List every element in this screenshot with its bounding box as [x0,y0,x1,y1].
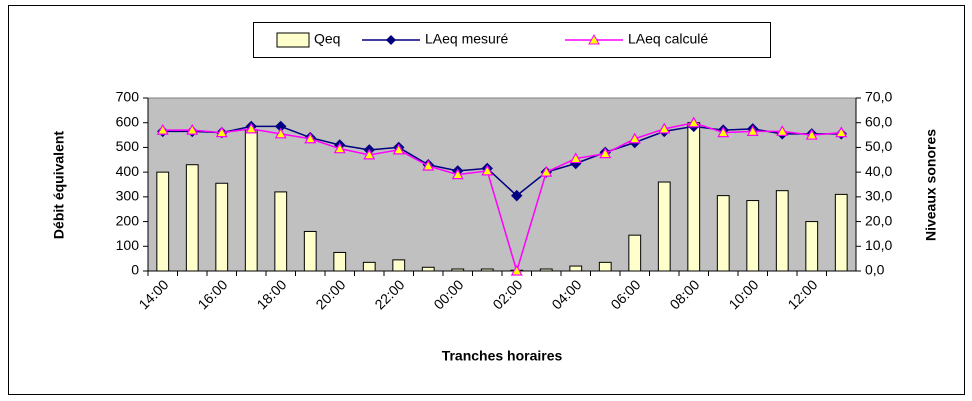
y2-tick-label: 70,0 [865,89,892,105]
bar [392,259,406,272]
bar [598,261,612,272]
marker-triangle [156,123,169,135]
marker-triangle [333,142,346,154]
bar [775,190,789,272]
bar [303,230,317,272]
marker-triangle [599,147,612,159]
bar [657,181,671,272]
bar [421,266,435,272]
legend-label: LAeq mesuré [425,31,508,47]
y2-axis-label: Niveaux sonores [923,129,939,241]
marker-triangle [805,128,818,140]
y2-tick-label: 30,0 [865,188,892,204]
marker-triangle [215,126,228,138]
y-tick-label: 100 [116,237,140,253]
bar [333,251,347,272]
bar [185,164,199,272]
marker-triangle [274,127,287,139]
bar [274,191,288,272]
bar [215,182,229,272]
bar [628,234,642,272]
bar [746,200,760,272]
marker-triangle [186,123,199,135]
y-tick-label: 300 [116,188,140,204]
marker-triangle [392,143,405,155]
bar [539,268,553,272]
y-tick-label: 400 [116,163,140,179]
bar [805,221,819,272]
marker-triangle [510,264,523,276]
legend-label: Qeq [314,31,340,47]
bar [687,122,701,272]
y-tick-label: 200 [116,212,140,228]
marker-triangle [245,122,258,134]
y2-tick-label: 20,0 [865,212,892,228]
bar [716,195,730,272]
marker-triangle [687,116,700,128]
marker-triangle [776,125,789,136]
y-axis-label: Débit équivalent [51,131,67,239]
marker-triangle [658,122,671,134]
bar [834,193,848,272]
y2-tick-label: 10,0 [865,237,892,253]
y2-tick-label: 50,0 [865,138,892,154]
marker-triangle [363,148,376,160]
marker-triangle [304,132,317,144]
bar [569,265,583,272]
bar [480,268,494,272]
x-axis-label: Tranches horaires [442,348,563,364]
marker-triangle [481,164,494,176]
marker-triangle [628,132,641,144]
marker-diamond [511,189,523,202]
legend-box [253,22,771,58]
marker-triangle [717,126,730,138]
marker-triangle [835,126,848,138]
marker-triangle [540,165,553,177]
legend-swatch [276,32,310,48]
bar [451,268,465,272]
y-tick-label: 500 [116,138,140,154]
y-tick-label: 0 [131,262,139,278]
y2-tick-label: 0,0 [865,262,885,278]
legend-label: LAeq calculé [628,31,708,47]
marker-triangle [451,168,464,180]
legend-marker [588,33,600,45]
y-tick-label: 600 [116,113,140,129]
bar [244,129,258,272]
y2-tick-label: 60,0 [865,113,892,129]
y-tick-label: 700 [116,89,140,105]
y2-tick-label: 40,0 [865,163,892,179]
line [162,121,842,274]
marker-triangle [746,125,759,136]
legend-marker [386,35,396,45]
marker-triangle [422,159,435,171]
bar [362,261,376,272]
bar [156,171,170,272]
marker-triangle [569,152,582,164]
